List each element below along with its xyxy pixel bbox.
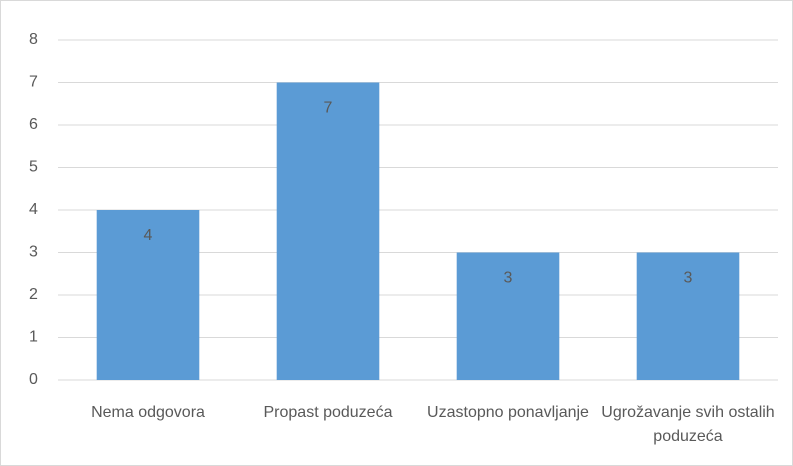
x-tick-label: Propast poduzeća [263,404,393,421]
bar [276,82,380,380]
data-label: 7 [324,100,333,117]
x-tick-label: Ugrožavanje svih ostalih poduzeća [601,404,775,445]
y-tick-label: 0 [29,371,38,388]
y-tick-label: 8 [29,31,38,48]
y-tick-label: 3 [29,244,38,261]
y-tick-label: 5 [29,159,38,176]
y-tick-label: 2 [29,286,38,303]
y-tick-label: 6 [29,116,38,133]
y-tick-label: 7 [29,74,38,91]
y-tick-label: 1 [29,329,38,346]
x-tick-label: Nema odgovora [91,404,205,421]
bar [636,252,740,380]
bar [96,210,200,380]
bar [456,252,560,380]
data-label: 3 [504,270,513,287]
data-label: 3 [684,270,693,287]
data-label: 4 [144,227,153,244]
y-tick-label: 4 [29,201,38,218]
x-tick-label: Uzastopno ponavljanje [427,404,589,421]
